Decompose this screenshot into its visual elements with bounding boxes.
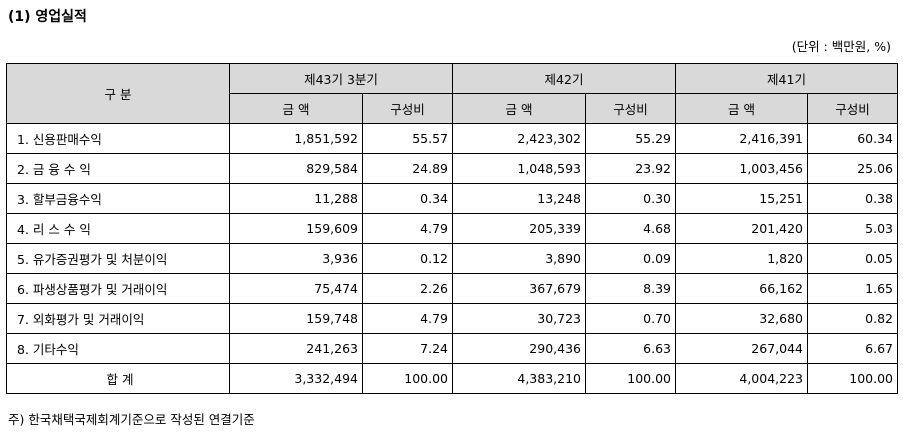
ratio-cell: 5.03 bbox=[807, 213, 898, 244]
table-row: 1. 신용판매수익 1,851,592 55.57 2,423,302 55.29 2,4… bbox=[6, 123, 898, 154]
amount-cell: 159,748 bbox=[229, 303, 363, 334]
table-row: 6. 파생상품평가 및 거래이익 75,474 2.26 367,679 8.39 66,… bbox=[6, 273, 898, 304]
amount-cell: 15,251 bbox=[675, 183, 808, 214]
amount-cell: 241,263 bbox=[229, 333, 363, 364]
ratio-cell: 1.65 bbox=[807, 273, 898, 304]
ratio-cell: 0.09 bbox=[585, 243, 676, 274]
ratio-cell: 0.34 bbox=[362, 183, 453, 214]
header-period-43q3: 제43기 3분기 bbox=[229, 63, 453, 94]
row-label: 6. 파생상품평가 및 거래이익 bbox=[6, 273, 230, 304]
table-row: 8. 기타수익 241,263 7.24 290,436 6.63 267,044 6.67 bbox=[6, 333, 898, 364]
table-row: 3. 할부금융수익 11,288 0.34 13,248 0.30 15,251 0.38 bbox=[6, 183, 898, 214]
row-label: 7. 외화평가 및 거래이익 bbox=[6, 303, 230, 334]
ratio-cell: 4.79 bbox=[362, 303, 453, 334]
ratio-cell: 25.06 bbox=[807, 153, 898, 184]
ratio-cell: 4.79 bbox=[362, 213, 453, 244]
amount-cell: 367,679 bbox=[452, 273, 586, 304]
ratio-cell: 8.39 bbox=[585, 273, 676, 304]
ratio-cell: 100.00 bbox=[585, 363, 676, 394]
amount-cell: 75,474 bbox=[229, 273, 363, 304]
ratio-cell: 100.00 bbox=[362, 363, 453, 394]
row-label: 합 계 bbox=[6, 363, 230, 394]
header-period-42: 제42기 bbox=[452, 63, 676, 94]
row-label: 3. 할부금융수익 bbox=[6, 183, 230, 214]
unit-label: (단위 : 백만원, %) bbox=[791, 39, 891, 54]
table-row: 2. 금 융 수 익 829,584 24.89 1,048,593 23.92 1,00… bbox=[6, 153, 898, 184]
ratio-cell: 2.26 bbox=[362, 273, 453, 304]
header-amount: 금 액 bbox=[675, 93, 808, 124]
amount-cell: 205,339 bbox=[452, 213, 586, 244]
ratio-cell: 6.63 bbox=[585, 333, 676, 364]
amount-cell: 2,416,391 bbox=[675, 123, 808, 154]
amount-cell: 2,423,302 bbox=[452, 123, 586, 154]
table-row: 5. 유가증권평가 및 처분이익 3,936 0.12 3,890 0.09 1,820 0… bbox=[6, 243, 898, 274]
ratio-cell: 0.70 bbox=[585, 303, 676, 334]
amount-cell: 201,420 bbox=[675, 213, 808, 244]
amount-cell: 159,609 bbox=[229, 213, 363, 244]
ratio-cell: 4.68 bbox=[585, 213, 676, 244]
amount-cell: 829,584 bbox=[229, 153, 363, 184]
amount-cell: 1,820 bbox=[675, 243, 808, 274]
ratio-cell: 0.38 bbox=[807, 183, 898, 214]
header-ratio: 구성비 bbox=[585, 93, 676, 124]
ratio-cell: 0.30 bbox=[585, 183, 676, 214]
header-ratio: 구성비 bbox=[807, 93, 898, 124]
ratio-cell: 23.92 bbox=[585, 153, 676, 184]
amount-cell: 13,248 bbox=[452, 183, 586, 214]
table-row: 7. 외화평가 및 거래이익 159,748 4.79 30,723 0.70 32,68… bbox=[6, 303, 898, 334]
ratio-cell: 24.89 bbox=[362, 153, 453, 184]
ratio-cell: 55.29 bbox=[585, 123, 676, 154]
amount-cell: 290,436 bbox=[452, 333, 586, 364]
amount-cell: 4,383,210 bbox=[452, 363, 586, 394]
header-amount: 금 액 bbox=[229, 93, 363, 124]
section-title: (1) 영업실적 bbox=[8, 9, 87, 25]
amount-cell: 1,003,456 bbox=[675, 153, 808, 184]
amount-cell: 32,680 bbox=[675, 303, 808, 334]
table-row: 4. 리 스 수 익 159,609 4.79 205,339 4.68 201,420 5… bbox=[6, 213, 898, 244]
amount-cell: 3,890 bbox=[452, 243, 586, 274]
row-label: 1. 신용판매수익 bbox=[6, 123, 230, 154]
amount-cell: 66,162 bbox=[675, 273, 808, 304]
amount-cell: 1,048,593 bbox=[452, 153, 586, 184]
row-label: 8. 기타수익 bbox=[6, 333, 230, 364]
header-amount: 금 액 bbox=[452, 93, 586, 124]
ratio-cell: 6.67 bbox=[807, 333, 898, 364]
ratio-cell: 55.57 bbox=[362, 123, 453, 154]
table-body: 1. 신용판매수익 1,851,592 55.57 2,423,302 55.29 2,4… bbox=[6, 123, 898, 394]
row-label: 4. 리 스 수 익 bbox=[6, 213, 230, 244]
ratio-cell: 60.34 bbox=[807, 123, 898, 154]
amount-cell: 1,851,592 bbox=[229, 123, 363, 154]
header-category: 구 분 bbox=[6, 63, 230, 124]
header-period-41: 제41기 bbox=[675, 63, 898, 94]
amount-cell: 11,288 bbox=[229, 183, 363, 214]
ratio-cell: 0.12 bbox=[362, 243, 453, 274]
total-row: 합 계 3,332,494 100.00 4,383,210 100.00 4,004,2… bbox=[6, 363, 898, 394]
amount-cell: 3,332,494 bbox=[229, 363, 363, 394]
ratio-cell: 0.05 bbox=[807, 243, 898, 274]
ratio-cell: 0.82 bbox=[807, 303, 898, 334]
operating-results-table: 구 분 제43기 3분기 제42기 제41기 금 액 구성비 금 액 구성비 금… bbox=[6, 63, 898, 394]
footnote: 주) 한국채택국제회계기준으로 작성된 연결기준 bbox=[8, 412, 255, 427]
amount-cell: 4,004,223 bbox=[675, 363, 808, 394]
header-ratio: 구성비 bbox=[362, 93, 453, 124]
row-label: 5. 유가증권평가 및 처분이익 bbox=[6, 243, 230, 274]
row-label: 2. 금 융 수 익 bbox=[6, 153, 230, 184]
amount-cell: 267,044 bbox=[675, 333, 808, 364]
ratio-cell: 7.24 bbox=[362, 333, 453, 364]
amount-cell: 30,723 bbox=[452, 303, 586, 334]
ratio-cell: 100.00 bbox=[807, 363, 898, 394]
amount-cell: 3,936 bbox=[229, 243, 363, 274]
